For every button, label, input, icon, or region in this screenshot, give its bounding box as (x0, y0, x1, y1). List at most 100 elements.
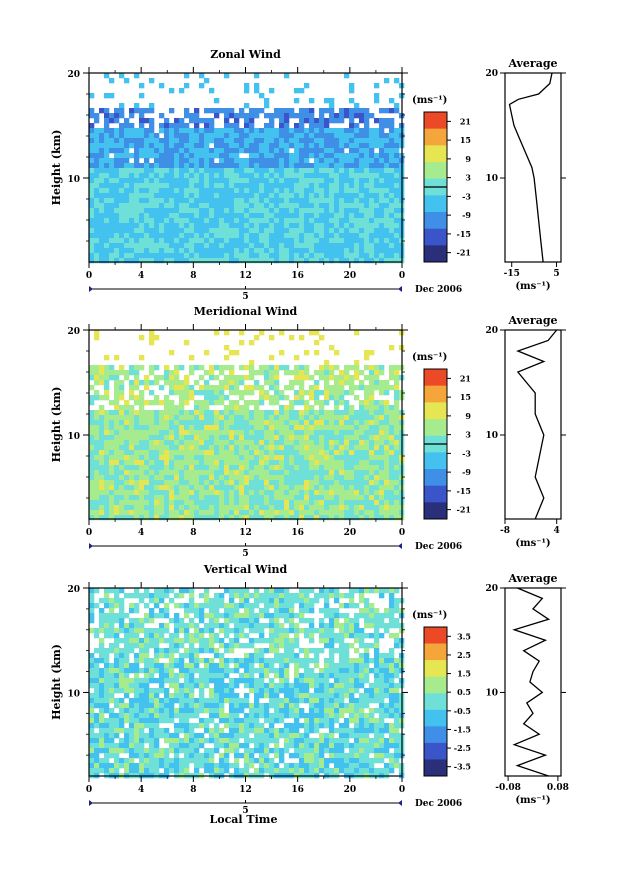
colorbar-swatch (424, 485, 447, 503)
xtick-label: 4 (138, 785, 144, 795)
colorbar-label: 3 (465, 173, 471, 183)
profile-xtick-label: -15 (504, 269, 520, 279)
profile-ytick-label: 10 (485, 174, 498, 184)
colorbar-unit: (ms⁻¹) (412, 352, 447, 363)
colorbar-swatch (424, 162, 447, 179)
panel-title: Meridional Wind (194, 305, 298, 318)
profile-frame (504, 72, 562, 263)
colorbar-swatch (424, 402, 447, 420)
profile-line (512, 587, 551, 777)
colorbar-label: 0.5 (457, 687, 471, 697)
date-axis-marker (89, 286, 93, 292)
ytick-label: 20 (67, 70, 80, 80)
date-label: Dec 2006 (415, 799, 462, 809)
colorbar-label: -21 (457, 248, 471, 258)
colorbar-swatch (424, 469, 447, 486)
colorbar-label: 15 (460, 135, 471, 145)
profile-xlabel: (ms⁻¹) (515, 281, 550, 292)
xtick-label: 16 (291, 271, 304, 281)
profile-ytick-label: 20 (485, 69, 498, 79)
profile-xtick-label: 5 (553, 269, 559, 279)
colorbar-unit: (ms⁻¹) (412, 95, 447, 106)
xtick-label: 0 (86, 528, 92, 538)
profile-xtick-label: 4 (554, 526, 560, 536)
profile-frame (504, 587, 562, 777)
xtick-label: 0 (399, 528, 405, 538)
profile-title: Average (507, 572, 557, 585)
colorbar-swatch (424, 693, 447, 711)
date-tick-label: 5 (242, 292, 248, 302)
xtick-label: 0 (86, 785, 92, 795)
profile-ytick-label: 20 (485, 584, 498, 594)
colorbar-label: -9 (462, 210, 471, 220)
colorbar-swatch (424, 419, 447, 436)
colorbar-label: -2.5 (454, 743, 471, 753)
panel-2: Vertical Wind 20 10 Height (km) 0 4 8 12 16 20 0 5 D… (50, 563, 569, 826)
xtick-label: 12 (239, 785, 252, 795)
xtick-label: 16 (291, 785, 304, 795)
ylabel: Height (km) (50, 387, 63, 463)
date-axis-marker (89, 800, 93, 806)
colorbar-label: -3 (462, 191, 471, 201)
xtick-label: 16 (291, 528, 304, 538)
colorbar-swatch (424, 212, 447, 229)
xtick-label: 0 (399, 271, 405, 281)
heatmap-field (89, 330, 405, 521)
ytick-label: 20 (67, 585, 80, 595)
colorbar-swatch (424, 660, 447, 677)
profile-title: Average (507, 57, 557, 70)
profile-frame (504, 329, 562, 520)
colorbar-unit: (ms⁻¹) (412, 610, 447, 621)
profile-title: Average (507, 314, 557, 327)
heatmap-field (89, 73, 405, 264)
profile-xlabel: (ms⁻¹) (515, 538, 550, 549)
xtick-label: 20 (344, 785, 357, 795)
colorbar-swatch (424, 742, 447, 760)
colorbar-swatch (424, 643, 447, 661)
colorbar-swatch (424, 627, 447, 644)
profile-line (516, 329, 558, 520)
colorbar-swatch (424, 145, 447, 163)
colorbar-swatch (424, 709, 447, 727)
colorbar-swatch (424, 452, 447, 470)
xtick-label: 4 (138, 528, 144, 538)
colorbar-label: 21 (460, 116, 471, 126)
colorbar-label: -9 (462, 467, 471, 477)
ytick-label: 10 (67, 432, 80, 442)
colorbar-label: 3.5 (457, 631, 471, 641)
profile-ytick-label: 10 (485, 431, 498, 441)
colorbar-swatch (424, 502, 447, 520)
ytick-label: 20 (67, 327, 80, 337)
xtick-label: 12 (239, 271, 252, 281)
colorbar-label: -3 (462, 448, 471, 458)
xtick-label: 12 (239, 528, 252, 538)
date-axis-marker (89, 543, 93, 549)
profile-xtick-label: 0.08 (547, 783, 569, 793)
colorbar-swatch (424, 385, 447, 403)
profile-ytick-label: 20 (485, 326, 498, 336)
colorbar-label: 1.5 (457, 669, 471, 679)
panel-1: Meridional Wind 20 10 Height (km) 0 4 8 12 16 20 0… (50, 305, 566, 559)
colorbar-frame (423, 626, 448, 777)
xtick-label: 8 (190, 785, 196, 795)
colorbar-label: 15 (460, 392, 471, 402)
ylabel: Height (km) (50, 130, 63, 206)
panel-0: Zonal Wind 20 10 Height (km) 0 4 8 12 16 20 0 5 Dec … (50, 48, 566, 302)
profile-ytick-label: 10 (485, 688, 498, 698)
colorbar-label: -3.5 (454, 762, 471, 772)
ytick-label: 10 (67, 175, 80, 185)
date-label: Dec 2006 (415, 542, 462, 552)
xlabel: Local Time (210, 813, 278, 826)
colorbar-label: -15 (457, 229, 471, 239)
panel-title: Vertical Wind (203, 563, 288, 576)
profile-xtick-label: -8 (500, 526, 510, 536)
heatmap-field (89, 588, 405, 779)
ylabel: Height (km) (50, 644, 63, 720)
xtick-label: 0 (399, 785, 405, 795)
profile-xlabel: (ms⁻¹) (515, 795, 550, 806)
colorbar-swatch (424, 112, 447, 129)
xtick-label: 20 (344, 528, 357, 538)
colorbar-swatch (424, 676, 447, 694)
ytick-label: 10 (67, 689, 80, 699)
